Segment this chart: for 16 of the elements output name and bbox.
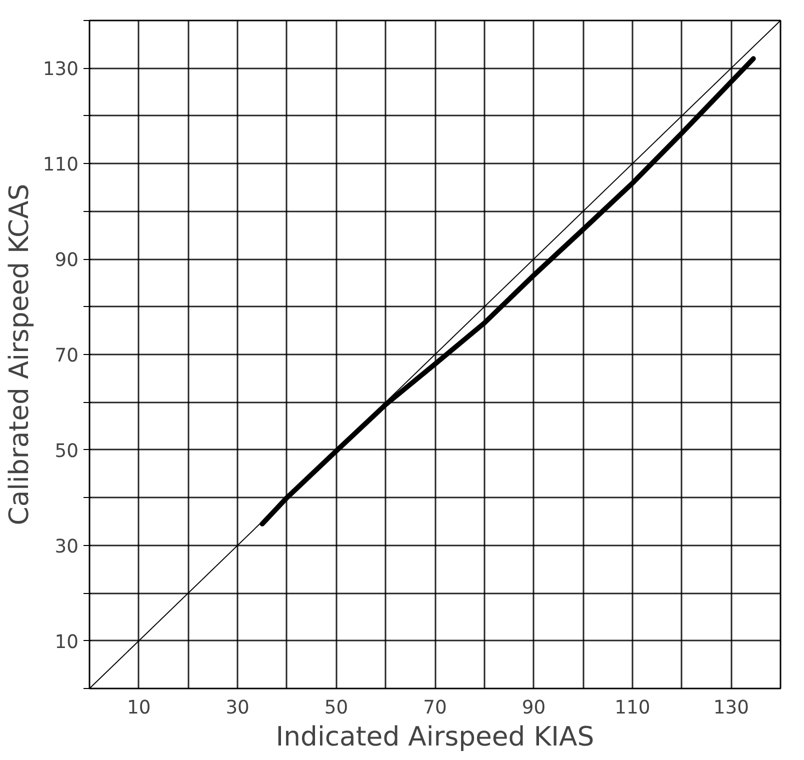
y-tick-label: 70	[54, 346, 79, 366]
y-tick-label: 50	[54, 440, 79, 462]
y-tick-label: 130	[42, 59, 78, 80]
y-tick-label: 90	[54, 250, 79, 272]
x-tick-label: 70	[423, 698, 447, 718]
x-tick-label: 10	[126, 698, 151, 718]
y-tick-label: 10	[54, 632, 79, 653]
x-tick-label: 90	[522, 698, 546, 718]
x-tick-label: 50	[324, 698, 348, 718]
y-axis-title: Calibrated Airspeed KCAS	[4, 184, 35, 526]
y-tick-label: 110	[42, 154, 78, 176]
x-axis-title: Indicated Airspeed KIAS	[276, 722, 594, 752]
y-tick-label: 30	[54, 536, 79, 558]
x-tick-label: 30	[226, 698, 250, 718]
x-tick-label: 130	[713, 698, 749, 718]
x-tick-label: 110	[614, 698, 650, 718]
